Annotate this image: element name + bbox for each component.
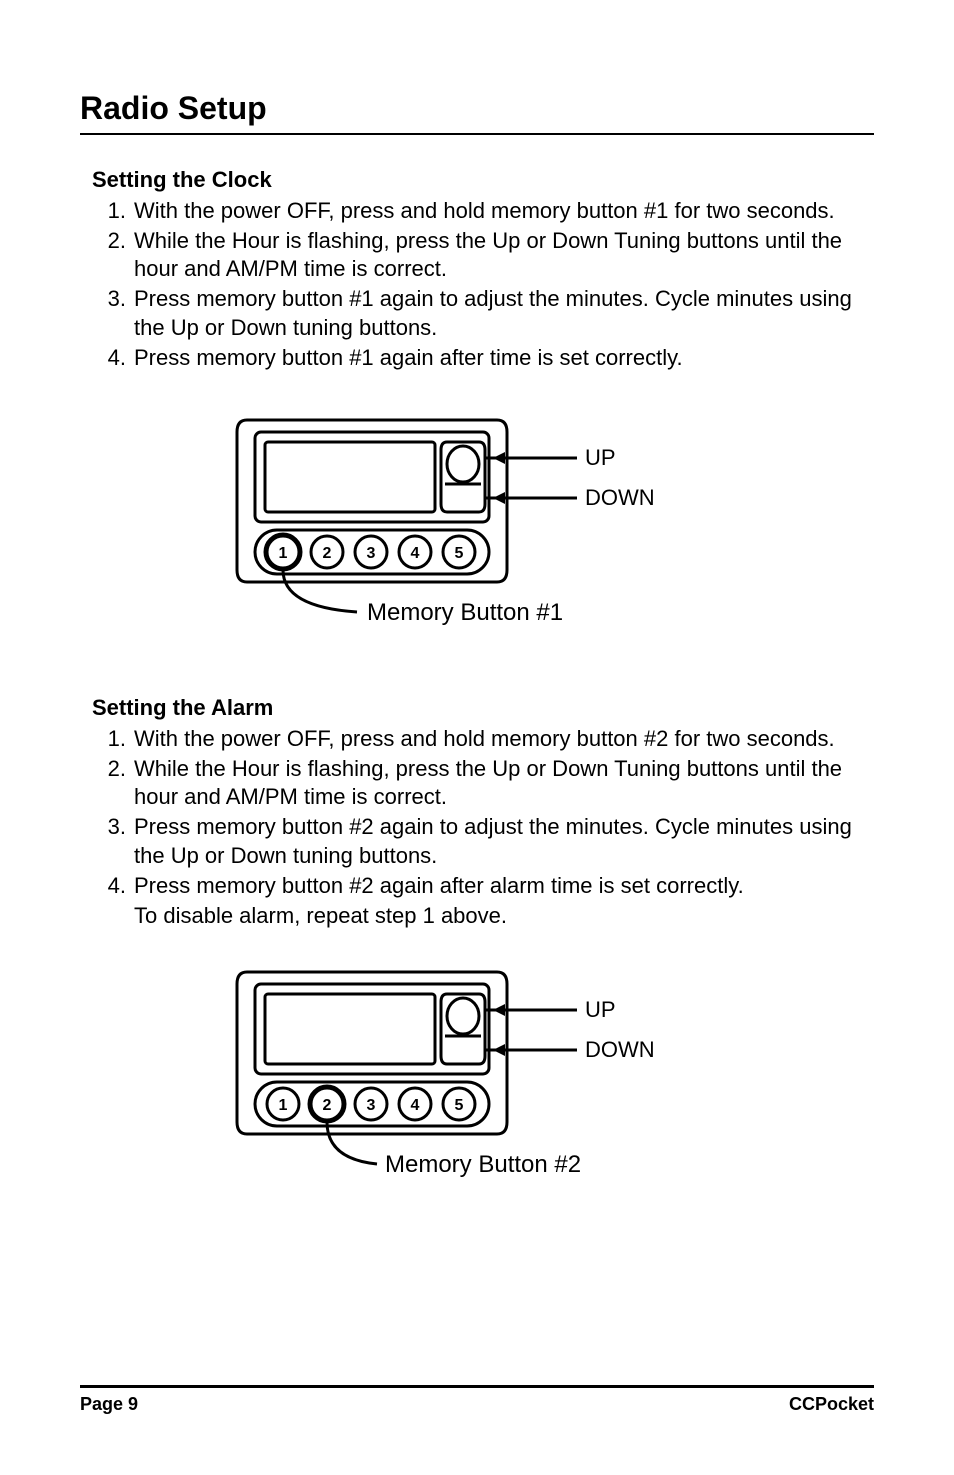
clock-heading: Setting the Clock (92, 167, 874, 193)
step-text: While the Hour is flashing, press the Up… (134, 227, 874, 283)
step-text: With the power OFF, press and hold memor… (134, 725, 874, 753)
step-number: 2. (96, 227, 126, 283)
step-number: 4. (96, 872, 126, 900)
mem-btn-1: 1 (279, 1097, 288, 1114)
step-text: With the power OFF, press and hold memor… (134, 197, 874, 225)
step-number: 3. (96, 813, 126, 869)
footer: Page 9 CCPocket (80, 1385, 874, 1415)
page-number: Page 9 (80, 1394, 138, 1415)
down-label: DOWN (585, 1037, 655, 1062)
mem-btn-3: 3 (367, 1097, 376, 1114)
alarm-steps: 1. With the power OFF, press and hold mem… (96, 725, 874, 900)
mem-btn-3: 3 (367, 545, 376, 562)
step-number: 1. (96, 197, 126, 225)
mem-btn-5: 5 (455, 545, 464, 562)
up-label: UP (585, 997, 616, 1022)
diagram-alarm: UP DOWN 1 2 3 4 5 Memory Button #2 (80, 954, 874, 1199)
page-title: Radio Setup (80, 90, 874, 135)
mem-btn-5: 5 (455, 1097, 464, 1114)
step-number: 1. (96, 725, 126, 753)
mem-btn-1: 1 (279, 545, 288, 562)
section-alarm: Setting the Alarm 1. With the power OFF, … (80, 695, 874, 930)
diagram-clock: UP DOWN 1 2 3 4 5 Memory Button #1 (80, 402, 874, 647)
step-text: While the Hour is flashing, press the Up… (134, 755, 874, 811)
down-label: DOWN (585, 485, 655, 510)
mem-btn-4: 4 (411, 545, 420, 562)
up-label: UP (585, 445, 616, 470)
alarm-heading: Setting the Alarm (92, 695, 874, 721)
section-clock: Setting the Clock 1. With the power OFF, … (80, 167, 874, 372)
mem-btn-2: 2 (323, 545, 332, 562)
step-number: 4. (96, 344, 126, 372)
mem-btn-2: 2 (323, 1097, 332, 1114)
step-text: Press memory button #1 again after time … (134, 344, 874, 372)
step-text: Press memory button #2 again to adjust t… (134, 813, 874, 869)
diagram-caption: Memory Button #1 (367, 599, 563, 626)
diagram-caption: Memory Button #2 (385, 1151, 581, 1178)
mem-btn-4: 4 (411, 1097, 420, 1114)
step-number: 2. (96, 755, 126, 811)
step-number: 3. (96, 285, 126, 341)
step-text: Press memory button #2 again after alarm… (134, 872, 874, 900)
product-name: CCPocket (789, 1394, 874, 1415)
clock-steps: 1. With the power OFF, press and hold mem… (96, 197, 874, 372)
step-text: Press memory button #1 again to adjust t… (134, 285, 874, 341)
alarm-extra: To disable alarm, repeat step 1 above. (134, 902, 874, 930)
